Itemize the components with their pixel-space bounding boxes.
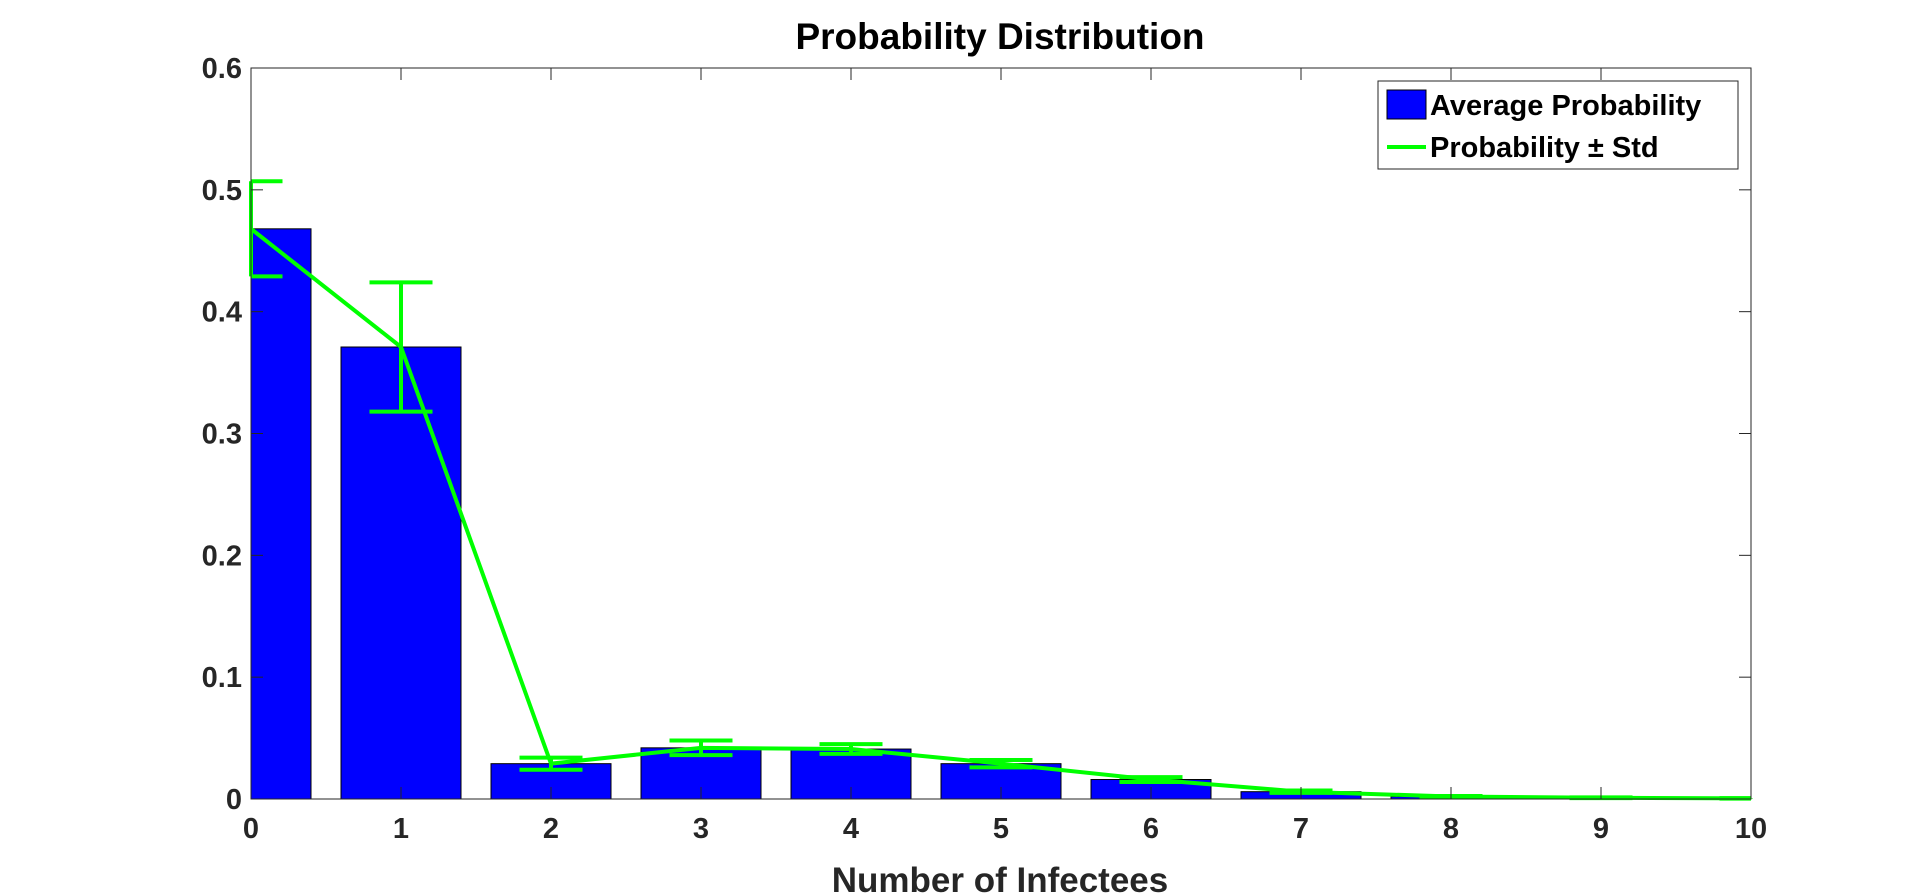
x-tick-label: 2 [543, 813, 559, 845]
y-tick-label: 0.1 [202, 662, 242, 694]
x-tick-label: 4 [843, 813, 859, 845]
ticks-layer: 0 1 2 3 4 5 6 7 8 9 10 0 0.1 0.2 0.3 0.4 0.5 0.6 [202, 53, 1767, 845]
legend-label-average: Average Probability [1430, 90, 1701, 122]
legend-box [1377, 80, 1739, 170]
x-axis-label: Number of Infectees [832, 861, 1168, 895]
x-tick-label: 0 [243, 813, 259, 845]
y-tick-label: 0.4 [202, 297, 242, 329]
x-tick-label: 5 [993, 813, 1009, 845]
legend: Average Probability Probability ± Std [1377, 80, 1739, 170]
y-tick-label: 0 [226, 784, 242, 816]
y-tick-label: 0.5 [202, 175, 242, 207]
y-tick-label: 0.2 [202, 540, 242, 572]
error-bar [1119, 775, 1183, 784]
error-bar [669, 738, 733, 758]
error-bar [819, 742, 883, 756]
y-tick-label: 0.6 [202, 53, 242, 85]
x-tick-label: 6 [1143, 813, 1159, 845]
y-tick-label: 0.3 [202, 419, 242, 451]
legend-swatch-bar [1386, 89, 1427, 120]
error-bar [369, 280, 433, 414]
error-bar [519, 755, 583, 772]
x-tick-label: 10 [1735, 813, 1767, 845]
legend-label-std: Probability ± Std [1430, 132, 1659, 164]
bar [340, 346, 462, 800]
plot-area [251, 68, 1751, 799]
x-tick-label: 1 [393, 813, 409, 845]
chart-title: Probability Distribution [795, 16, 1204, 57]
bars-layer [250, 228, 1752, 800]
bar [250, 228, 312, 800]
x-tick-label: 8 [1443, 813, 1459, 845]
x-tick-label: 3 [693, 813, 709, 845]
error-bar [969, 758, 1033, 770]
x-tick-label: 9 [1593, 813, 1609, 845]
x-tick-label: 7 [1293, 813, 1309, 845]
